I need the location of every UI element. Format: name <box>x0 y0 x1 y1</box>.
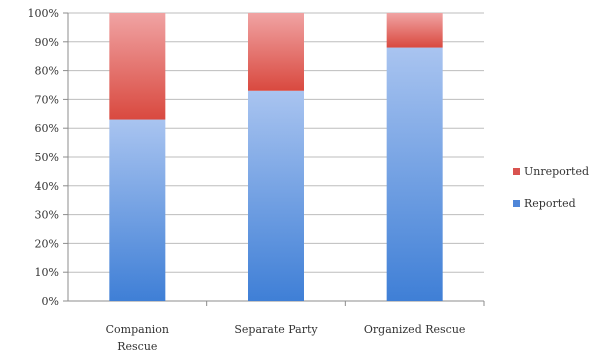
legend: Unreported Reported <box>513 165 589 210</box>
bar-reported-2 <box>248 90 304 301</box>
x-category-label: Separate Party <box>234 323 318 336</box>
bars <box>109 13 443 302</box>
x-tick-labels: Companion Rescue Separate Party Organized R… <box>106 323 466 353</box>
y-tick-label: 0% <box>42 295 59 308</box>
y-tick-labels: 0% 10% 20% 30% 40% 50% 60% 70% 80% 90% 100% <box>28 7 59 308</box>
x-category-label: Companion Rescue <box>106 323 169 353</box>
y-tick-label: 90% <box>35 36 59 49</box>
y-tick-label: 80% <box>35 65 59 78</box>
y-tick-label: 100% <box>28 7 59 20</box>
bar-unreported-1 <box>109 13 166 120</box>
legend-swatch <box>513 168 520 175</box>
bar-unreported-2 <box>248 13 304 91</box>
legend-item-reported: Reported <box>513 197 576 210</box>
y-tick-label: 70% <box>35 93 59 106</box>
legend-label: Unreported <box>524 165 589 178</box>
bar-reported-3 <box>386 47 443 302</box>
legend-item-unreported: Unreported <box>513 165 589 178</box>
bar-unreported-3 <box>386 13 443 48</box>
y-tick-label: 40% <box>35 180 59 193</box>
y-tick-label: 10% <box>35 266 59 279</box>
y-tick-label: 50% <box>35 151 59 164</box>
y-tick-label: 30% <box>35 209 59 222</box>
bar-reported-1 <box>109 119 166 301</box>
x-category-label: Organized Rescue <box>364 323 466 336</box>
y-tick-label: 20% <box>35 237 59 250</box>
legend-label: Reported <box>524 197 576 210</box>
y-tick-label: 60% <box>35 122 59 135</box>
legend-swatch <box>513 200 520 207</box>
